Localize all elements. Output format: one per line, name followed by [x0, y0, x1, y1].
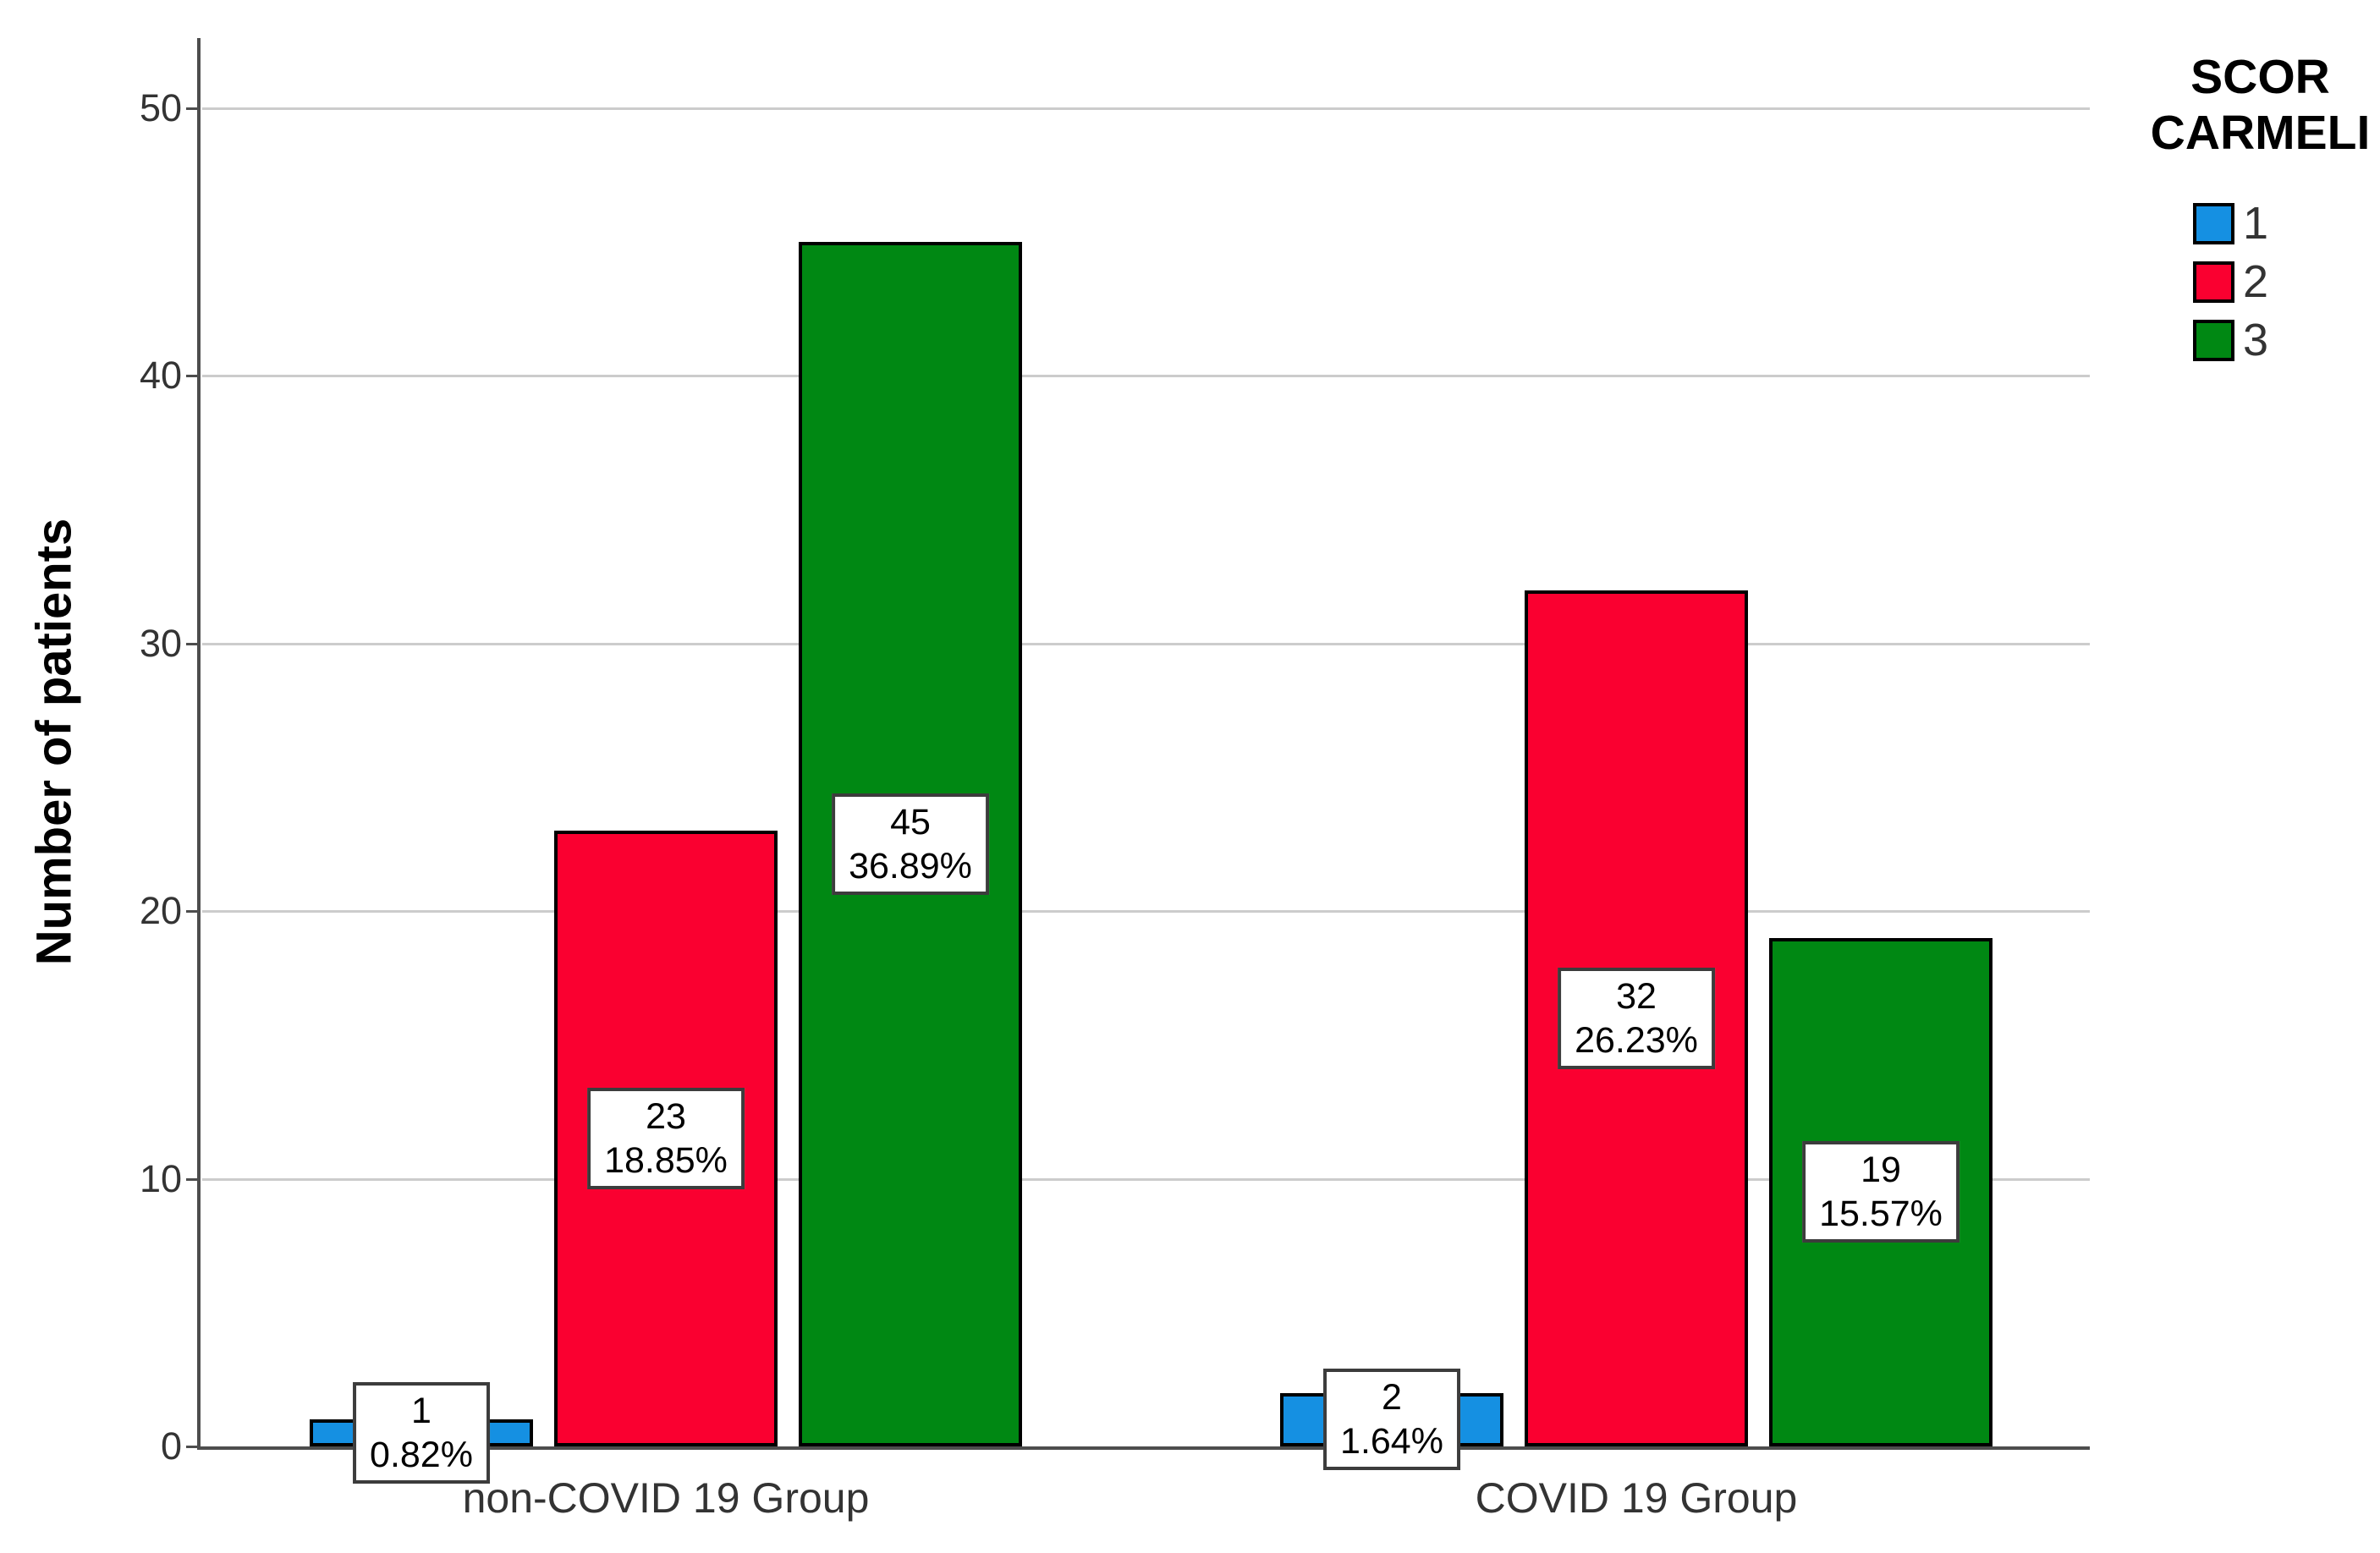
bar-count: 19	[1861, 1150, 1901, 1191]
bar-value-label-scor2-cat1: 32 26.23%	[1558, 967, 1715, 1069]
bar-percent: 1.64%	[1340, 1421, 1443, 1462]
gridline-y-50	[202, 107, 2090, 110]
bar-count: 45	[890, 802, 931, 843]
bar-value-label-scor2-cat0: 23 18.85%	[587, 1088, 745, 1190]
legend-swatch-icon	[2193, 319, 2234, 361]
legend-title: SCOR CARMELI	[2141, 49, 2380, 161]
x-category-label-1: COVID 19 Group	[1475, 1474, 1798, 1522]
bar-count: 1	[411, 1391, 431, 1432]
bar-count: 32	[1616, 975, 1657, 1017]
y-tick-label-50: 50	[139, 86, 182, 129]
legend-title-line: SCOR	[2190, 50, 2330, 104]
legend: SCOR CARMELI 1 2 3	[2141, 49, 2380, 376]
y-axis-line	[197, 38, 201, 1450]
bar-percent: 15.57%	[1819, 1194, 1943, 1235]
y-tick-label-20: 20	[139, 889, 182, 933]
y-tick-label-10: 10	[139, 1156, 182, 1200]
legend-swatch-icon	[2193, 261, 2234, 303]
gridline-y-10	[202, 1177, 2090, 1181]
gridline-y-20	[202, 910, 2090, 914]
bar-percent: 0.82%	[370, 1435, 473, 1476]
legend-item-label: 1	[2243, 198, 2269, 249]
bar-percent: 18.85%	[604, 1140, 728, 1182]
legend-item-label: 2	[2243, 256, 2269, 307]
plot-area: 0 10 20 30 40 50 1 0.82% 2 1.64% 23 18.85% 32 26.23% 4…	[139, 38, 2090, 1522]
bar-value-label-scor3-cat0: 45 36.89%	[832, 793, 989, 896]
y-tick-label-30: 30	[139, 621, 182, 665]
legend-item-scor1: 1	[2193, 198, 2380, 249]
y-tick-0	[186, 1446, 197, 1448]
y-tick-20	[186, 910, 197, 914]
bar-percent: 36.89%	[849, 846, 972, 887]
y-tick-label-0: 0	[160, 1424, 182, 1468]
legend-swatch-icon	[2193, 202, 2234, 244]
bar-value-label-scor1-cat1: 2 1.64%	[1323, 1369, 1460, 1471]
bar-value-label-scor3-cat1: 19 15.57%	[1802, 1141, 1960, 1243]
bar-percent: 26.23%	[1575, 1019, 1698, 1061]
gridline-y-30	[202, 642, 2090, 645]
y-tick-30	[186, 642, 197, 645]
y-tick-40	[186, 375, 197, 378]
bar-count: 23	[646, 1096, 686, 1138]
bar-count: 2	[1382, 1377, 1402, 1419]
y-tick-label-40: 40	[139, 354, 182, 398]
legend-item-scor2: 2	[2193, 256, 2380, 307]
legend-title-line: CARMELI	[2150, 106, 2371, 160]
y-tick-50	[186, 107, 197, 110]
legend-items: 1 2 3	[2141, 198, 2380, 365]
y-tick-10	[186, 1177, 197, 1181]
legend-item-label: 3	[2243, 315, 2269, 365]
bar-value-label-scor1-cat0: 1 0.82%	[353, 1382, 490, 1484]
x-axis-line	[197, 1446, 2090, 1450]
legend-item-scor3: 3	[2193, 315, 2380, 365]
gridline-y-40	[202, 375, 2090, 378]
x-category-label-0: non-COVID 19 Group	[462, 1474, 870, 1522]
